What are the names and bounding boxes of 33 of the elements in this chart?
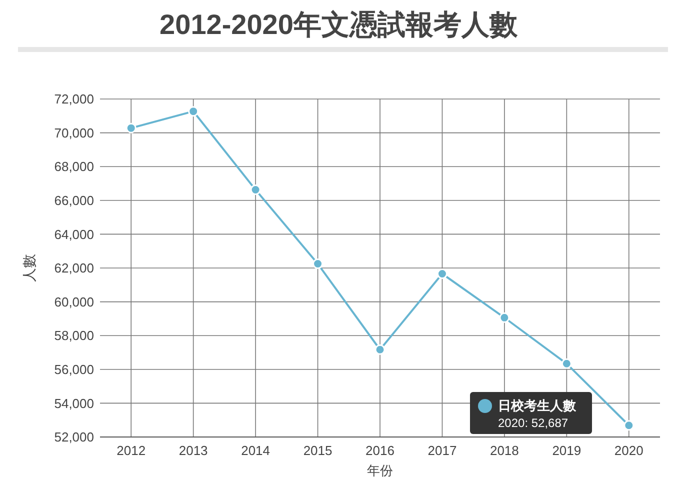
y-tick-label: 56,000 xyxy=(54,362,94,377)
y-tick-label: 58,000 xyxy=(54,328,94,344)
point xyxy=(374,344,386,355)
x-tick-label: 2018 xyxy=(490,443,519,458)
y-tick-label: 52,000 xyxy=(54,430,94,445)
y-tick-label: 64,000 xyxy=(54,226,94,242)
y-tick-label: 60,000 xyxy=(54,294,94,310)
chart-title: 2012-2020年文憑試報考人數 xyxy=(160,9,518,40)
x-tick-label: 2013 xyxy=(178,443,208,458)
x-tick-label: 2019 xyxy=(552,443,582,458)
x-tick-label: 2016 xyxy=(366,443,394,458)
y-tick-label: 54,000 xyxy=(54,396,94,411)
y-axis-title: 人數 xyxy=(21,254,37,282)
point xyxy=(624,420,634,431)
point xyxy=(436,268,448,279)
x-tick-label: 2012 xyxy=(116,443,146,458)
y-tick-label: 66,000 xyxy=(54,192,94,208)
y-tick-label: 70,000 xyxy=(54,125,94,140)
point xyxy=(250,184,261,196)
y-tick-label: 72,000 xyxy=(54,92,94,107)
legend-label: 日校考生人數 xyxy=(498,398,577,413)
point xyxy=(499,312,510,323)
x-axis-title: 年份 xyxy=(367,463,393,478)
point xyxy=(188,106,199,117)
x-tick-label: 2017 xyxy=(428,443,457,458)
x-tick-label: 2014 xyxy=(241,443,270,458)
point xyxy=(561,358,572,369)
annotation: 2020: 52,687 xyxy=(498,416,568,430)
y-tick-label: 68,000 xyxy=(54,159,94,174)
x-tick-label: 2015 xyxy=(303,443,332,458)
point xyxy=(126,122,136,134)
x-tick-label: 2020 xyxy=(614,443,644,458)
y-tick-label: 62,000 xyxy=(54,260,94,276)
